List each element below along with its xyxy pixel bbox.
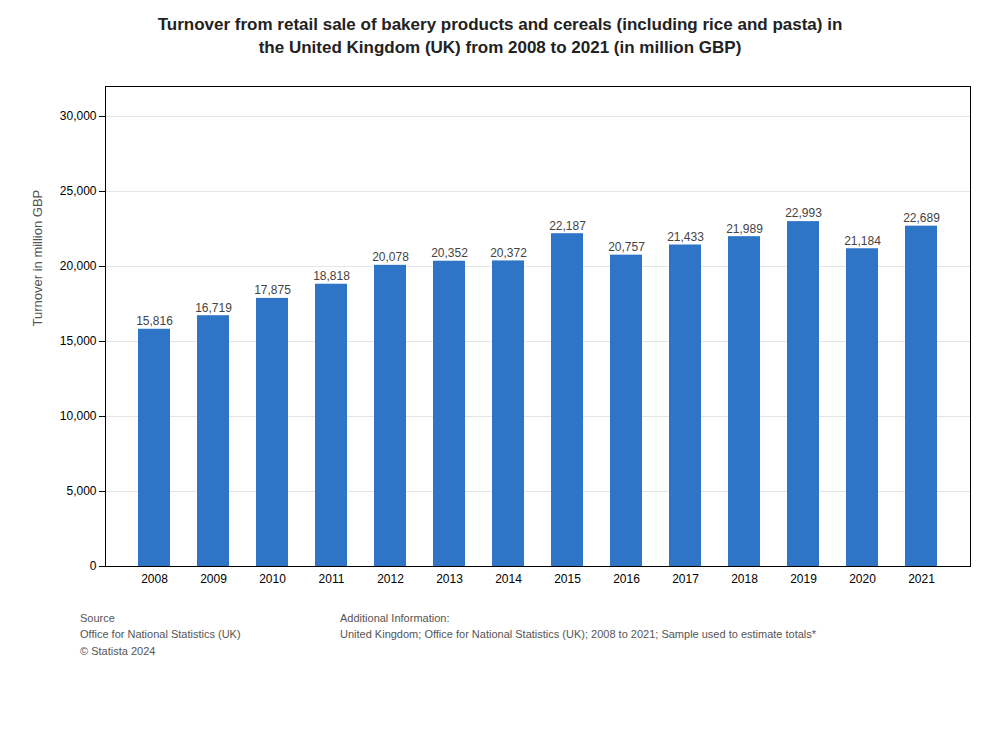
svg-text:2014: 2014 [495,572,522,586]
svg-text:2015: 2015 [554,572,581,586]
html-text:Additional Information: United: Additional Information: United Kingdom; … [340,611,817,641]
svg-text:2011: 2011 [319,572,345,586]
svg-text:17,875: 17,875 [254,283,291,297]
svg-text:5,000: 5,000 [66,484,96,498]
svg-text:22,993: 22,993 [785,206,822,220]
svg-text:20,352: 20,352 [431,246,468,260]
svg-text:0: 0 [90,559,97,573]
svg-text:2017: 2017 [672,572,699,586]
svg-text:21,184: 21,184 [844,233,881,247]
svg-text:15,000: 15,000 [60,334,97,348]
svg-text:2016: 2016 [613,572,640,586]
html-text:Turnover from retail sale of b: Turnover from retail sale of bakery prod… [157,15,843,57]
svg-text:2008: 2008 [141,572,168,586]
svg-text:2020: 2020 [849,572,876,586]
svg-text:2018: 2018 [731,572,758,586]
svg-text:20,000: 20,000 [60,259,97,273]
svg-text:21,989: 21,989 [726,221,763,235]
svg-text:18,818: 18,818 [313,269,350,283]
svg-text:Turnover in million GBP: Turnover in million GBP [30,190,45,327]
svg-text:20,757: 20,757 [608,240,645,254]
svg-text:22,187: 22,187 [549,218,586,232]
svg-text:22,689: 22,689 [903,211,940,225]
svg-text:2010: 2010 [259,572,286,586]
svg-text:25,000: 25,000 [60,184,97,198]
svg-text:21,433: 21,433 [667,230,704,244]
svg-text:16,719: 16,719 [195,300,232,314]
svg-text:30,000: 30,000 [60,109,97,123]
svg-text:2019: 2019 [790,572,817,586]
svg-text:2009: 2009 [200,572,227,586]
svg-text:15,816: 15,816 [136,314,173,328]
svg-text:20,372: 20,372 [490,246,527,260]
svg-text:2012: 2012 [377,572,404,586]
svg-text:2013: 2013 [436,572,463,586]
svg-text:2021: 2021 [908,572,935,586]
svg-text:10,000: 10,000 [60,409,97,423]
svg-text:20,078: 20,078 [372,250,409,264]
html-text:Source Office for National Sta: Source Office for National Statistics (U… [80,611,241,657]
